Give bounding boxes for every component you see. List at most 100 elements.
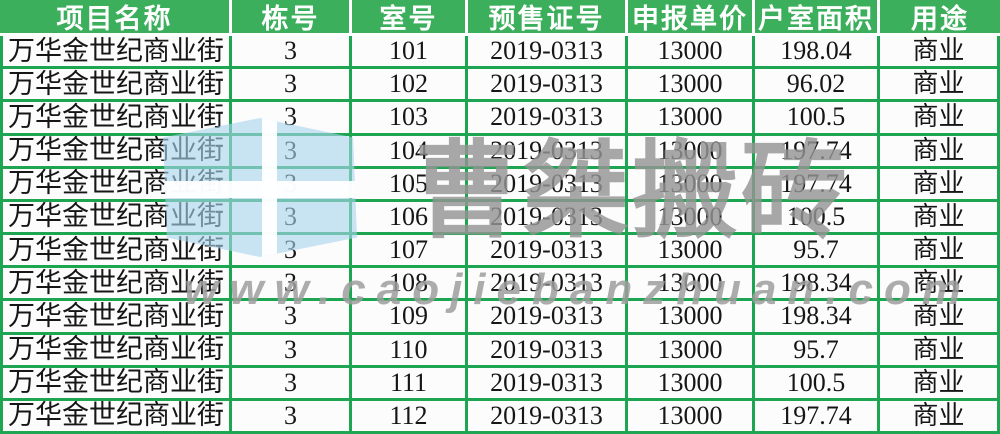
cell-permit: 2019-0313 bbox=[468, 334, 628, 368]
cell-building: 3 bbox=[232, 135, 352, 169]
cell-area: 197.74 bbox=[755, 135, 880, 169]
cell-permit: 2019-0313 bbox=[468, 201, 628, 235]
cell-price: 13000 bbox=[628, 268, 755, 302]
column-header-building: 栋号 bbox=[232, 0, 352, 33]
cell-price: 13000 bbox=[628, 235, 755, 269]
table-row: 万华金世纪商业街 3 101 2019-0313 13000 198.04 商业 bbox=[0, 36, 1000, 70]
cell-price: 13000 bbox=[628, 334, 755, 368]
cell-usage: 商业 bbox=[880, 400, 1000, 434]
cell-permit: 2019-0313 bbox=[468, 235, 628, 269]
cell-permit: 2019-0313 bbox=[468, 69, 628, 103]
cell-permit: 2019-0313 bbox=[468, 36, 628, 70]
cell-area: 100.5 bbox=[755, 102, 880, 136]
cell-permit: 2019-0313 bbox=[468, 168, 628, 202]
table-row: 万华金世纪商业街 3 103 2019-0313 13000 100.5 商业 bbox=[0, 102, 1000, 136]
cell-permit: 2019-0313 bbox=[468, 135, 628, 169]
cell-price: 13000 bbox=[628, 102, 755, 136]
table-row: 万华金世纪商业街 3 107 2019-0313 13000 95.7 商业 bbox=[0, 235, 1000, 269]
cell-price: 13000 bbox=[628, 367, 755, 401]
cell-permit: 2019-0313 bbox=[468, 400, 628, 434]
cell-area: 96.02 bbox=[755, 69, 880, 103]
table-row: 万华金世纪商业街 3 102 2019-0313 13000 96.02 商业 bbox=[0, 69, 1000, 103]
cell-price: 13000 bbox=[628, 301, 755, 335]
cell-building: 3 bbox=[232, 201, 352, 235]
cell-project: 万华金世纪商业街 bbox=[0, 400, 232, 434]
cell-room: 108 bbox=[352, 268, 468, 302]
cell-area: 198.34 bbox=[755, 268, 880, 302]
column-header-project: 项目名称 bbox=[0, 0, 232, 33]
column-header-room: 室号 bbox=[352, 0, 468, 33]
cell-project: 万华金世纪商业街 bbox=[0, 36, 232, 70]
cell-room: 107 bbox=[352, 235, 468, 269]
table-row: 万华金世纪商业街 3 106 2019-0313 13000 100.5 商业 bbox=[0, 201, 1000, 235]
cell-usage: 商业 bbox=[880, 168, 1000, 202]
cell-project: 万华金世纪商业街 bbox=[0, 334, 232, 368]
column-header-price: 申报单价 bbox=[628, 0, 755, 33]
cell-project: 万华金世纪商业街 bbox=[0, 268, 232, 302]
cell-building: 3 bbox=[232, 268, 352, 302]
cell-project: 万华金世纪商业街 bbox=[0, 69, 232, 103]
table-row: 万华金世纪商业街 3 104 2019-0313 13000 197.74 商业 bbox=[0, 135, 1000, 169]
cell-building: 3 bbox=[232, 36, 352, 70]
table-row: 万华金世纪商业街 3 108 2019-0313 13000 198.34 商业 bbox=[0, 268, 1000, 302]
cell-building: 3 bbox=[232, 69, 352, 103]
cell-project: 万华金世纪商业街 bbox=[0, 135, 232, 169]
cell-room: 111 bbox=[352, 367, 468, 401]
cell-building: 3 bbox=[232, 168, 352, 202]
cell-area: 198.04 bbox=[755, 36, 880, 70]
cell-building: 3 bbox=[232, 102, 352, 136]
cell-area: 100.5 bbox=[755, 367, 880, 401]
table-row: 万华金世纪商业街 3 111 2019-0313 13000 100.5 商业 bbox=[0, 367, 1000, 401]
cell-usage: 商业 bbox=[880, 69, 1000, 103]
table-header-row: 项目名称 栋号 室号 预售证号 申报单价 户室面积 用途 bbox=[0, 0, 1000, 36]
cell-price: 13000 bbox=[628, 201, 755, 235]
cell-price: 13000 bbox=[628, 135, 755, 169]
cell-area: 197.74 bbox=[755, 168, 880, 202]
cell-room: 104 bbox=[352, 135, 468, 169]
cell-usage: 商业 bbox=[880, 36, 1000, 70]
cell-permit: 2019-0313 bbox=[468, 102, 628, 136]
cell-permit: 2019-0313 bbox=[468, 367, 628, 401]
cell-building: 3 bbox=[232, 334, 352, 368]
cell-price: 13000 bbox=[628, 69, 755, 103]
column-header-area: 户室面积 bbox=[755, 0, 880, 33]
cell-project: 万华金世纪商业街 bbox=[0, 201, 232, 235]
cell-room: 102 bbox=[352, 69, 468, 103]
cell-room: 109 bbox=[352, 301, 468, 335]
table-body: 万华金世纪商业街 3 101 2019-0313 13000 198.04 商业 万华金世纪商… bbox=[0, 36, 1000, 434]
table-row: 万华金世纪商业街 3 105 2019-0313 13000 197.74 商业 bbox=[0, 168, 1000, 202]
cell-project: 万华金世纪商业街 bbox=[0, 102, 232, 136]
cell-price: 13000 bbox=[628, 168, 755, 202]
cell-building: 3 bbox=[232, 301, 352, 335]
cell-price: 13000 bbox=[628, 36, 755, 70]
column-header-usage: 用途 bbox=[911, 4, 969, 33]
cell-project: 万华金世纪商业街 bbox=[0, 235, 232, 269]
table-row: 万华金世纪商业街 3 112 2019-0313 13000 197.74 商业 bbox=[0, 400, 1000, 434]
cell-project: 万华金世纪商业街 bbox=[0, 168, 232, 202]
cell-building: 3 bbox=[232, 235, 352, 269]
cell-room: 110 bbox=[352, 334, 468, 368]
cell-room: 103 bbox=[352, 102, 468, 136]
cell-project: 万华金世纪商业街 bbox=[0, 301, 232, 335]
cell-area: 198.34 bbox=[755, 301, 880, 335]
cell-permit: 2019-0313 bbox=[468, 268, 628, 302]
cell-room: 112 bbox=[352, 400, 468, 434]
cell-room: 105 bbox=[352, 168, 468, 202]
column-header-permit: 预售证号 bbox=[468, 0, 628, 33]
cell-usage: 商业 bbox=[880, 201, 1000, 235]
cell-area: 100.5 bbox=[755, 201, 880, 235]
cell-building: 3 bbox=[232, 367, 352, 401]
table-row: 万华金世纪商业街 3 110 2019-0313 13000 95.7 商业 bbox=[0, 334, 1000, 368]
cell-area: 197.74 bbox=[755, 400, 880, 434]
cell-room: 101 bbox=[352, 36, 468, 70]
cell-usage: 商业 bbox=[880, 334, 1000, 368]
cell-building: 3 bbox=[232, 400, 352, 434]
cell-price: 13000 bbox=[628, 400, 755, 434]
cell-area: 95.7 bbox=[755, 235, 880, 269]
cell-usage: 商业 bbox=[880, 268, 1000, 302]
cell-room: 106 bbox=[352, 201, 468, 235]
cell-usage: 商业 bbox=[880, 135, 1000, 169]
cell-permit: 2019-0313 bbox=[468, 301, 628, 335]
cell-usage: 商业 bbox=[880, 367, 1000, 401]
